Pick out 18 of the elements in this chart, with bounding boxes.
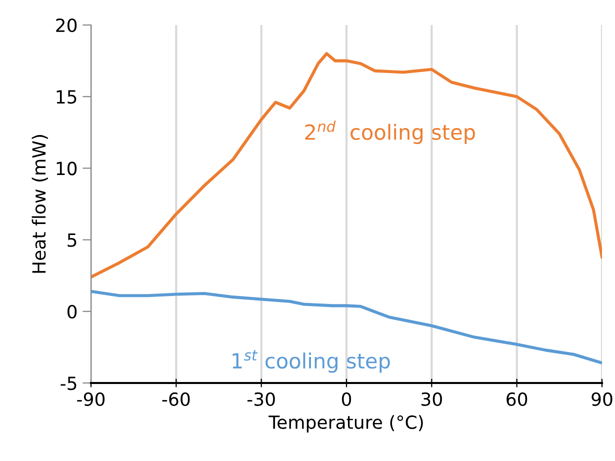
x-tick-label: 30 [422,392,442,406]
y-tick-label: 5 [68,233,76,247]
x-tick-label: -90 [77,392,105,406]
y-tick-label: 20 [56,18,77,32]
x-tick-label: 60 [506,392,528,406]
y-axis-title: Heat flow (mW) [32,135,48,273]
y-tick-label: 15 [56,90,76,104]
series-label: 1$^{st}$ cooling step [232,350,390,373]
x-tick-label: -30 [247,392,275,406]
x-tick-label: 0 [342,392,352,406]
y-tick-label: 10 [56,162,77,176]
x-tick-label: 90 [592,392,612,406]
y-tick-label: 0 [68,304,77,319]
line-series [91,52,602,279]
series-label: 2$^{nd}$ cooling step [305,120,475,144]
x-axis-title: Temperature (°C) [268,415,423,433]
x-tick-label: -60 [162,392,190,406]
y-tick-label: -5 [60,376,76,390]
